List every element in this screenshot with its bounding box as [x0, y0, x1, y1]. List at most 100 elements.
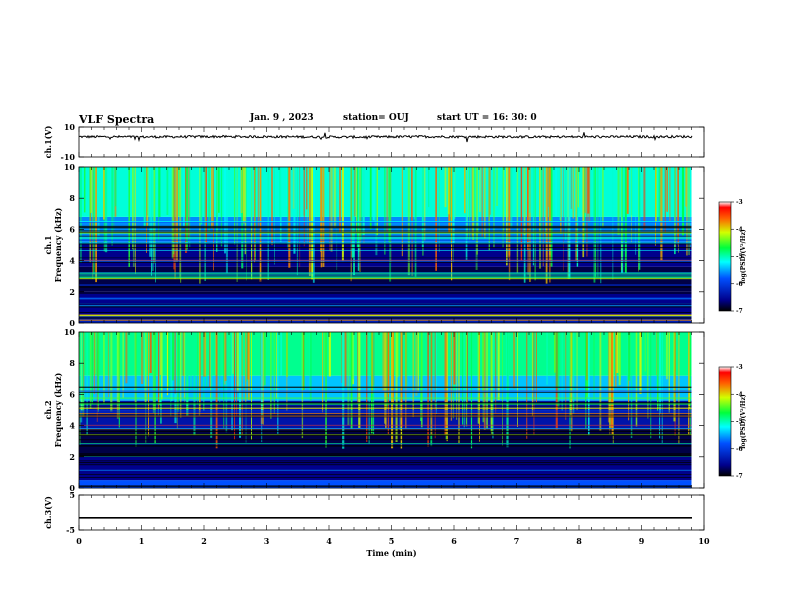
spectrogram-streak — [224, 332, 226, 385]
spectrogram-tone — [79, 260, 692, 262]
spectrogram-streak — [171, 332, 174, 381]
spectrogram-streak — [82, 332, 84, 412]
spectrogram-streak — [593, 167, 596, 283]
spectrogram-streak — [502, 167, 504, 248]
spectrogram-tone — [79, 416, 692, 418]
spectrogram-streak — [232, 332, 234, 374]
spectrogram-streak — [197, 332, 198, 404]
spectrogram-streak — [615, 332, 617, 388]
spectrogram-streak — [689, 332, 691, 387]
spectrogram-streak — [534, 167, 536, 281]
spectrogram-streak — [506, 167, 508, 266]
y-tick-label: 6 — [69, 389, 75, 399]
spectrogram-streak — [190, 332, 192, 390]
spectrogram-streak — [569, 332, 571, 449]
spectrogram-streak — [208, 167, 211, 232]
spectrogram-streak — [354, 167, 356, 217]
spectrogram-streak — [438, 167, 440, 252]
spectrogram-streak — [158, 167, 161, 217]
spectrogram-streak — [482, 332, 484, 392]
spectrogram-streak — [660, 167, 663, 261]
spectrogram-streak — [83, 332, 85, 392]
spectrogram-streak — [435, 167, 437, 271]
spectrogram-tone — [79, 276, 692, 278]
spectrogram-streak — [576, 167, 579, 267]
spectrogram-tone — [79, 274, 692, 276]
spectrogram-streak — [322, 332, 324, 413]
spectrogram-streak — [211, 167, 214, 229]
spectrogram-streak — [204, 332, 207, 377]
spectrogram-streak — [263, 332, 266, 386]
spectrogram-tone — [79, 235, 692, 237]
spectrogram-streak — [204, 167, 206, 281]
spectrogram-streak — [149, 332, 152, 373]
spectrogram-streak — [382, 332, 385, 391]
spectrogram-streak — [277, 332, 279, 434]
spectrogram-streak — [219, 332, 221, 403]
spectrogram-streak — [135, 167, 136, 274]
spectrogram-tone — [79, 303, 692, 305]
spectrogram-streak — [247, 332, 250, 400]
spectrogram-streak — [454, 167, 456, 219]
spectrogram-tone — [79, 221, 692, 222]
spectrogram-tone — [79, 319, 692, 321]
spectrogram-streak — [152, 332, 155, 413]
spectrogram-streak — [457, 332, 459, 384]
spectrogram-streak — [288, 167, 291, 268]
spectrogram-tone — [79, 247, 692, 249]
spectrogram-streak — [210, 332, 211, 398]
spectrogram-streak — [177, 332, 180, 412]
spectrogram-streak — [399, 332, 402, 430]
spectrogram-streak — [117, 332, 120, 404]
x-tick-label: 10 — [698, 536, 710, 546]
spectrogram-streak — [535, 332, 537, 403]
spectrogram-tone — [79, 386, 692, 388]
y-tick-label: 10 — [64, 327, 76, 337]
spectrogram-streak — [376, 167, 378, 235]
spectrogram-streak — [385, 332, 388, 408]
spectrogram-streak — [255, 167, 256, 261]
spectrogram-streak — [259, 167, 262, 282]
spectrogram-streak — [246, 332, 248, 382]
spectrogram-streak — [245, 332, 247, 402]
spectrogram-streak — [677, 167, 679, 245]
spectrogram-tone — [79, 314, 692, 317]
spectrogram-streak — [384, 332, 386, 424]
colorbar-tick-label: -7 — [736, 473, 743, 480]
spectrogram-tone — [79, 469, 692, 471]
spectrogram-streak — [451, 167, 453, 281]
spectrogram-streak — [160, 332, 162, 375]
spectrogram-streak — [658, 167, 661, 222]
spectrogram-streak — [216, 167, 218, 252]
spectrogram-streak — [261, 332, 263, 416]
spectrogram-tone — [79, 439, 692, 441]
spectrogram-tone — [79, 250, 692, 251]
spectrogram-streak — [257, 167, 259, 229]
spectrogram-streak — [664, 167, 666, 233]
colorbar-label: log(PSD)(V²/Hz) — [740, 394, 747, 449]
spectrogram-streak — [576, 332, 578, 411]
spectrogram-streak — [617, 167, 620, 235]
spectrogram-streak — [602, 167, 604, 228]
spectrogram-streak — [593, 332, 595, 400]
spectrogram-streak — [638, 167, 641, 270]
spectrogram-streak — [175, 167, 178, 262]
spectrogram-streak — [397, 332, 399, 378]
spectrogram-streak — [357, 167, 360, 271]
spectrogram-streak — [554, 332, 556, 373]
spectrogram-band — [79, 428, 692, 457]
spectrogram-tone — [79, 415, 692, 417]
spectrogram-streak — [508, 167, 511, 281]
spectrogram-streak — [477, 167, 480, 234]
panel-frame — [78, 494, 705, 531]
spectrogram-streak — [450, 332, 452, 421]
spectrogram-streak — [328, 332, 331, 377]
spectrogram-streak — [183, 167, 185, 227]
spectrogram-streak — [646, 332, 648, 401]
spectrogram-tone — [79, 292, 692, 294]
y-tick-label: 8 — [69, 358, 75, 368]
spectrogram-streak — [352, 332, 355, 380]
y-axis-label: Frequency (kHz) — [53, 207, 63, 282]
spectrogram-tone — [79, 397, 692, 399]
